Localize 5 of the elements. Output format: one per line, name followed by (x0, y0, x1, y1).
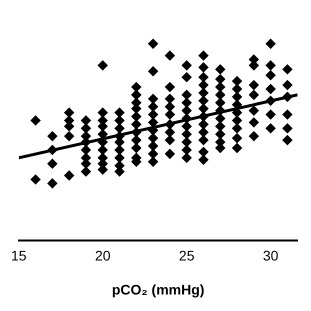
x-tick-label: 20 (94, 248, 111, 264)
x-tick-label: 25 (178, 248, 195, 264)
x-tick-label: 30 (262, 248, 279, 264)
x-tick-label: 15 (10, 248, 27, 264)
x-axis-title: pCO₂ (mmHg) (112, 281, 204, 298)
